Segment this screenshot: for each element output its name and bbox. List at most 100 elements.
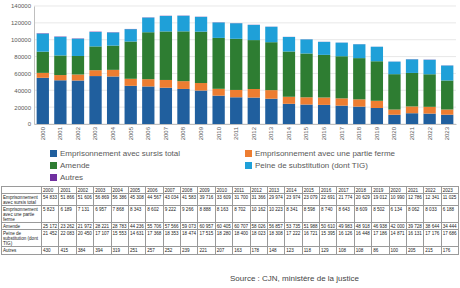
x-tick-label: 2015 — [303, 126, 309, 140]
table-cell: 6 189 — [59, 206, 76, 223]
table-cell: 8 598 — [302, 206, 319, 223]
table-header-cell: 2017 — [337, 187, 354, 194]
bar — [195, 17, 207, 32]
table-cell: 8 602 — [146, 206, 163, 223]
bar — [107, 76, 119, 124]
x-tick: 2014 — [286, 124, 292, 140]
table-row-label: Peine de substitution (dont TIG) — [2, 230, 42, 247]
table-cell: 16 131 — [406, 230, 423, 247]
bar — [72, 56, 84, 75]
bar — [230, 39, 242, 90]
bar — [406, 106, 418, 113]
table-row: Autres4304153843943192512572522392212071… — [2, 247, 459, 254]
bar — [54, 55, 66, 75]
bar — [371, 101, 383, 108]
table-cell: 18 400 — [233, 230, 250, 247]
data-table: 2000200120022003200420052006200720082009… — [1, 186, 459, 255]
bar — [371, 46, 383, 47]
bar — [125, 28, 137, 29]
bar — [406, 59, 418, 73]
bars — [37, 16, 454, 124]
legend-swatch — [50, 162, 57, 169]
x-tick-label: 2006 — [145, 126, 151, 140]
bar — [353, 107, 365, 124]
x-tick-label: 2022 — [427, 126, 433, 140]
bar — [89, 70, 101, 76]
bar — [89, 76, 101, 124]
bar — [353, 99, 365, 106]
bar — [265, 99, 277, 124]
table-header-cell: 2011 — [233, 187, 250, 194]
bar — [212, 38, 224, 89]
y-tick: 100000 — [11, 37, 34, 43]
bar — [283, 51, 295, 96]
table-cell: 17 176 — [424, 230, 441, 247]
bar — [125, 29, 137, 41]
table-corner — [2, 187, 42, 194]
table-cell: 21 972 — [76, 223, 93, 230]
x-tick: 2003 — [92, 124, 98, 140]
x-tick-label: 2010 — [216, 126, 222, 140]
table-cell: 215 — [424, 247, 441, 254]
table-cell: 44 236 — [128, 223, 145, 230]
bar — [318, 105, 330, 124]
bar — [371, 61, 383, 101]
table-cell: 56 857 — [267, 223, 284, 230]
x-tick: 2023 — [444, 124, 450, 140]
y-tick: 40000 — [14, 88, 34, 94]
table-cell: 19 012 — [372, 194, 389, 206]
series-bars — [37, 31, 454, 109]
table-cell: 60 707 — [233, 223, 250, 230]
bar — [37, 73, 49, 78]
bar — [318, 41, 330, 42]
table-cell: 257 — [146, 247, 163, 254]
x-tick: 2001 — [57, 124, 63, 140]
table-cell: 108 — [337, 247, 354, 254]
bar — [177, 16, 189, 32]
bar — [371, 47, 383, 61]
y-tick-label: 80000 — [14, 54, 31, 60]
x-tick: 2015 — [303, 124, 309, 140]
bar — [353, 44, 365, 58]
table-header-row: 2000200120022003200420052006200720082009… — [2, 187, 459, 194]
x-tick: 2007 — [163, 124, 169, 140]
bar — [37, 34, 49, 52]
table-cell: 16 126 — [337, 230, 354, 247]
table-cell: 11 025 — [441, 194, 458, 206]
table-cell: 17 107 — [94, 230, 111, 247]
bar — [388, 74, 400, 109]
bar — [265, 26, 277, 27]
bar — [336, 42, 348, 43]
table-cell: 55 706 — [146, 223, 163, 230]
bar — [37, 52, 49, 73]
source: Source : CJN, ministère de la justice — [230, 274, 359, 283]
table-cell: 23 262 — [59, 223, 76, 230]
legend-swatch — [245, 150, 252, 157]
legend-item: Emprisonnement avec sursis total — [50, 149, 180, 158]
table-cell: 51 866 — [59, 194, 76, 206]
x-tick-label: 2011 — [233, 126, 239, 140]
table-cell: 28 783 — [111, 223, 128, 230]
table-cell: 8 163 — [215, 206, 232, 223]
bar — [423, 114, 435, 124]
bar — [441, 65, 453, 66]
table-cell: 394 — [94, 247, 111, 254]
bar — [406, 73, 418, 106]
table-cell: 14 631 — [128, 230, 145, 247]
x-tick: 2004 — [110, 124, 116, 140]
table-header-cell: 2007 — [163, 187, 180, 194]
table-cell: 59 073 — [181, 223, 198, 230]
table-cell: 178 — [250, 247, 267, 254]
table-cell: 28 221 — [94, 223, 111, 230]
bar — [72, 74, 84, 80]
bar — [283, 36, 295, 37]
bar — [125, 86, 137, 124]
table-cell: 108 — [354, 247, 371, 254]
bar — [230, 23, 242, 24]
table-cell: 38 644 — [424, 223, 441, 230]
table-cell: 17 368 — [146, 230, 163, 247]
table-cell: 18 280 — [215, 230, 232, 247]
table-header-cell: 2016 — [320, 187, 337, 194]
bar — [72, 38, 84, 39]
bar — [160, 16, 172, 31]
